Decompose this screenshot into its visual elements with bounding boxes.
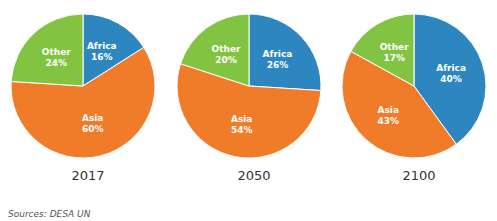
svg-text:16%: 16% xyxy=(91,52,113,62)
svg-text:24%: 24% xyxy=(46,58,68,68)
svg-text:Africa: Africa xyxy=(263,49,293,59)
svg-text:Asia: Asia xyxy=(377,105,398,115)
svg-text:Asia: Asia xyxy=(231,114,252,124)
svg-text:40%: 40% xyxy=(440,74,462,84)
svg-text:60%: 60% xyxy=(82,124,104,134)
svg-text:Other: Other xyxy=(42,47,71,57)
svg-text:43%: 43% xyxy=(377,116,399,126)
svg-text:2050: 2050 xyxy=(237,168,270,183)
svg-text:20%: 20% xyxy=(215,55,237,65)
svg-text:Africa: Africa xyxy=(87,41,117,51)
svg-text:Asia: Asia xyxy=(82,113,103,123)
svg-text:17%: 17% xyxy=(383,53,405,63)
svg-text:Africa: Africa xyxy=(436,63,466,73)
svg-text:Sources: DESA UN: Sources: DESA UN xyxy=(8,209,91,219)
svg-text:2017: 2017 xyxy=(71,168,104,183)
svg-text:Other: Other xyxy=(380,42,409,52)
svg-text:26%: 26% xyxy=(267,60,289,70)
svg-text:Other: Other xyxy=(212,44,241,54)
svg-text:2100: 2100 xyxy=(402,168,435,183)
svg-text:54%: 54% xyxy=(231,125,253,135)
